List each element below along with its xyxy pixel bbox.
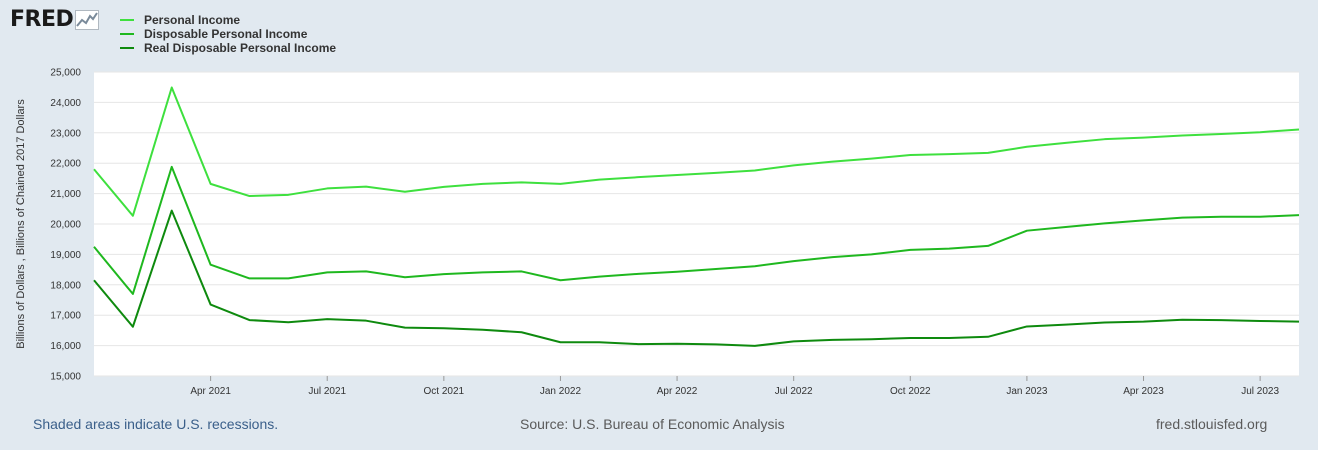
series-lines xyxy=(93,86,1300,347)
series-line-1[interactable] xyxy=(93,86,1300,217)
gridlines xyxy=(94,71,1299,377)
x-tick-label: Jan 2022 xyxy=(540,386,582,397)
x-tick-label: Jan 2023 xyxy=(1006,386,1048,397)
y-tick-label: 23,000 xyxy=(50,128,81,139)
legend: Personal Income Disposable Personal Incom… xyxy=(120,13,336,55)
y-axis-label: Billions of Dollars , Billions of Chaine… xyxy=(15,99,27,349)
y-tick-labels: 15,000 16,000 17,000 18,000 19,000 20,000 21,0… xyxy=(50,68,81,383)
legend-item[interactable]: Real Disposable Personal Income xyxy=(120,41,336,55)
y-tick-label: 24,000 xyxy=(50,98,81,109)
x-tick-label: Apr 2023 xyxy=(1123,386,1164,397)
legend-swatch xyxy=(120,19,134,21)
y-tick-label: 20,000 xyxy=(50,220,81,231)
x-tick-labels: Apr 2021 Jul 2021 Oct 2021 Jan 2022 Apr 2022… xyxy=(190,376,1279,397)
y-tick-label: 21,000 xyxy=(50,189,81,200)
x-tick-label: Apr 2021 xyxy=(190,386,231,397)
series-line-3[interactable] xyxy=(93,209,1300,347)
legend-swatch xyxy=(120,47,134,49)
y-tick-label: 16,000 xyxy=(50,341,81,352)
x-tick-label: Jul 2021 xyxy=(308,386,346,397)
y-tick-label: 15,000 xyxy=(50,372,81,383)
line-chart-icon xyxy=(75,10,100,30)
y-tick-label: 17,000 xyxy=(50,311,81,322)
recession-note[interactable]: Shaded areas indicate U.S. recessions. xyxy=(33,416,279,432)
legend-label: Real Disposable Personal Income xyxy=(144,41,337,55)
y-tick-label: 25,000 xyxy=(50,68,81,79)
legend-label: Disposable Personal Income xyxy=(144,27,308,41)
fred-logo[interactable]: FRED xyxy=(10,7,100,32)
x-tick-label: Apr 2022 xyxy=(657,386,698,397)
y-tick-label: 19,000 xyxy=(50,250,81,261)
legend-item[interactable]: Personal Income xyxy=(120,13,336,27)
site-link[interactable]: fred.stlouisfed.org xyxy=(1156,416,1268,432)
x-tick-label: Jul 2023 xyxy=(1241,386,1279,397)
x-tick-label: Oct 2021 xyxy=(424,386,465,397)
x-tick-label: Oct 2022 xyxy=(890,386,931,397)
legend-label: Personal Income xyxy=(144,13,241,27)
y-tick-label: 22,000 xyxy=(50,159,81,170)
x-tick-label: Jul 2022 xyxy=(775,386,813,397)
legend-swatch xyxy=(120,33,134,35)
legend-item[interactable]: Disposable Personal Income xyxy=(120,27,336,41)
series-line-2[interactable] xyxy=(93,165,1300,295)
y-tick-label: 18,000 xyxy=(50,280,81,291)
source-text: Source: U.S. Bureau of Economic Analysis xyxy=(520,416,785,432)
fred-logo-text: FRED xyxy=(10,7,74,32)
